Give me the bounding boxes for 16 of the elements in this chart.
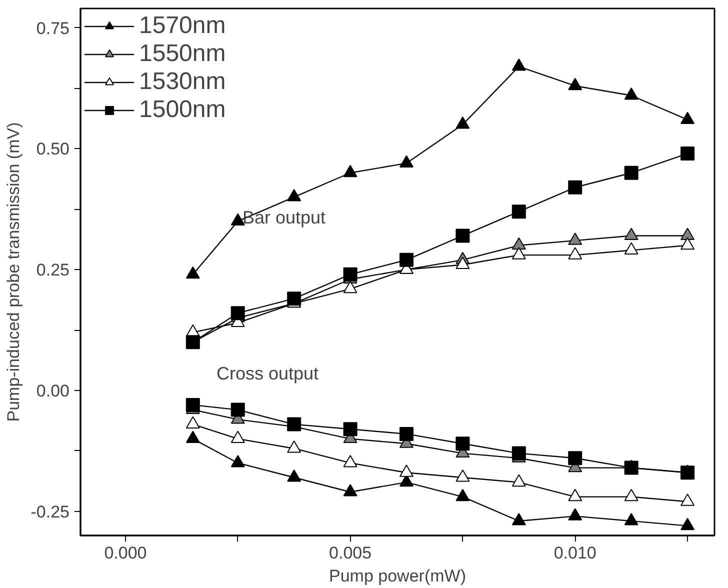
y-axis-title: Pump-induced probe transmission (mV) — [4, 122, 23, 422]
legend-label: 1550nm — [139, 40, 226, 68]
x-tick-label: 0.005 — [329, 544, 372, 562]
y-tick-label: -0.25 — [30, 502, 70, 522]
legend-label: 1500nm — [139, 96, 226, 124]
y-tick-label: 0.00 — [36, 381, 70, 400]
annotation: Cross output — [216, 364, 319, 384]
annotation: Bar output — [242, 208, 326, 228]
x-tick-label: 0.000 — [104, 544, 147, 562]
x-axis-title: Pump power(mW) — [329, 566, 466, 586]
legend-label: 1570nm — [139, 12, 226, 40]
y-tick-label: 0.25 — [36, 260, 70, 280]
x-tick-label: 0.010 — [554, 544, 596, 562]
y-tick-label: 0.50 — [36, 140, 70, 159]
legend-label: 1530nm — [139, 68, 226, 96]
y-tick-label: 0.75 — [36, 18, 70, 38]
